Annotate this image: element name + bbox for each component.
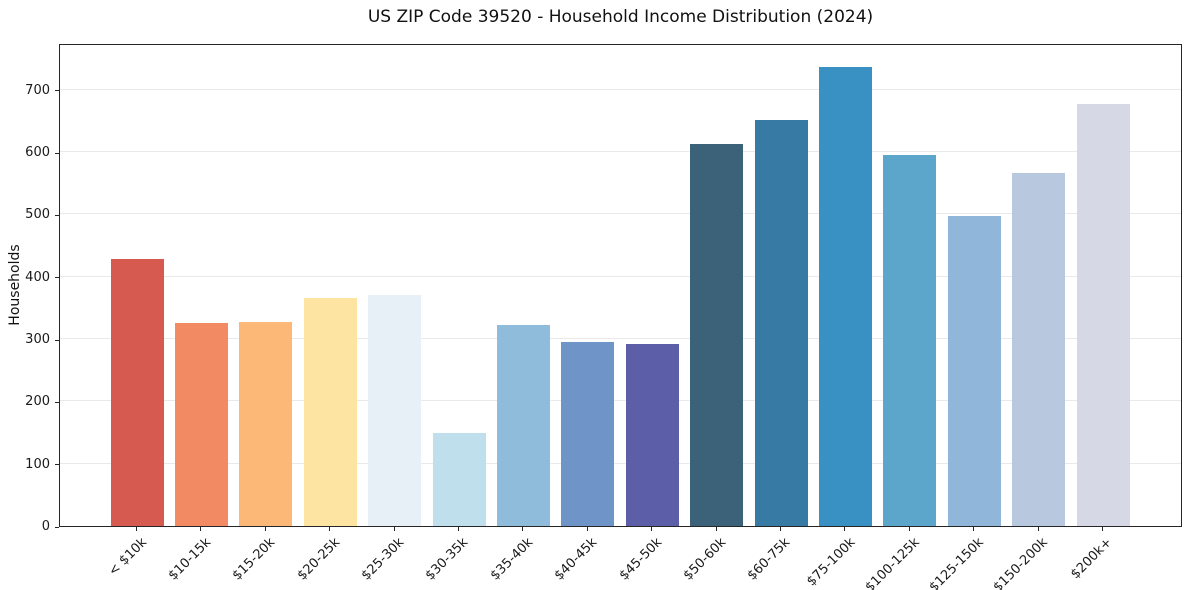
x-tick-mark [264, 527, 266, 531]
x-tick-label: $60-75k [745, 535, 794, 584]
x-tick-mark [586, 527, 588, 531]
bar [690, 143, 744, 526]
x-tick-mark [973, 527, 975, 531]
x-tick-mark [908, 527, 910, 531]
bar [110, 259, 164, 526]
y-axis-label: Households [7, 244, 23, 326]
bar [368, 295, 422, 526]
x-tick-label: $35-40k [487, 535, 537, 584]
gridline-y400 [60, 275, 1181, 277]
y-tick-mark [55, 152, 59, 154]
bar [947, 216, 1001, 526]
gridline-y300 [60, 338, 1181, 340]
y-tick-label: 300 [25, 332, 50, 348]
bar [625, 344, 679, 526]
x-tick-label: $25-30k [358, 535, 408, 584]
x-tick-mark [136, 527, 137, 531]
y-tick-mark [55, 464, 59, 466]
x-tick-label: $30-35k [423, 535, 472, 584]
y-tick-mark [55, 401, 59, 403]
x-tick-mark [393, 527, 395, 531]
x-tick-mark [715, 527, 717, 531]
bar [303, 297, 357, 526]
y-tick-mark [55, 214, 59, 216]
y-tick-mark [55, 277, 59, 279]
x-tick-mark [1037, 527, 1039, 531]
y-tick-label: 100 [25, 456, 50, 472]
y-tick-label: 700 [25, 82, 50, 98]
x-tick-label: $45-50k [616, 535, 665, 584]
x-tick-mark [329, 527, 331, 531]
x-tick-label: $75-100k [803, 535, 859, 590]
plot-area [59, 44, 1182, 527]
x-tick-label: $125-150k [926, 535, 987, 590]
gridline-y200 [60, 400, 1181, 402]
gridline-y500 [60, 213, 1181, 215]
y-tick-label: 500 [25, 207, 50, 223]
y-tick-mark [55, 526, 59, 528]
bar [496, 324, 550, 526]
bar [1076, 104, 1130, 526]
x-tick-mark [1102, 527, 1103, 531]
x-tick-mark [522, 527, 524, 531]
y-tick-mark [55, 339, 59, 341]
bar [239, 322, 293, 526]
x-tick-label: < $10k [105, 535, 150, 580]
gridline-y600 [60, 151, 1181, 153]
gridline-y100 [60, 462, 1181, 464]
gridline-y700 [60, 88, 1181, 90]
bar [883, 155, 937, 526]
bar [174, 323, 228, 526]
x-tick-mark [200, 527, 202, 531]
y-tick-label: 600 [25, 145, 50, 161]
y-tick-label: 200 [25, 394, 50, 410]
bar [1012, 172, 1066, 526]
bar [432, 432, 486, 526]
x-tick-mark [458, 527, 459, 531]
x-tick-label: $200k+ [1068, 535, 1116, 583]
bar [754, 119, 808, 526]
y-tick-label: 0 [41, 519, 50, 534]
y-tick-label: 400 [25, 269, 50, 285]
bar [818, 66, 872, 526]
x-tick-label: $100-125k [862, 535, 923, 590]
bar [561, 341, 615, 526]
x-tick-label: $10-15k [165, 535, 215, 584]
chart-title: US ZIP Code 39520 - Household Income Dis… [367, 7, 874, 27]
y-tick-mark [55, 90, 59, 92]
x-tick-mark [844, 527, 846, 531]
x-tick-mark [780, 527, 781, 531]
x-tick-label: $15-20k [229, 535, 279, 584]
x-tick-label: $50-60k [680, 535, 730, 584]
x-tick-label: $20-25k [294, 535, 343, 584]
x-tick-mark [651, 527, 653, 531]
x-tick-label: $150-200k [991, 535, 1052, 590]
x-tick-label: $40-45k [551, 535, 601, 584]
